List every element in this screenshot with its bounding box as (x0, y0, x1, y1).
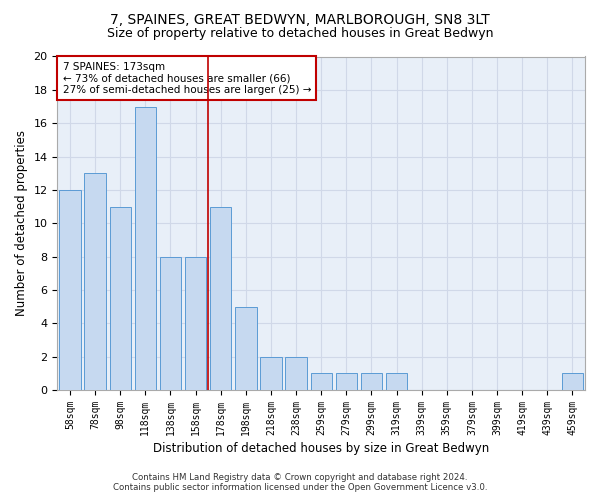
Y-axis label: Number of detached properties: Number of detached properties (15, 130, 28, 316)
Bar (311, 374, 332, 390)
Text: 7 SPAINES: 173sqm
← 73% of detached houses are smaller (66)
27% of semi-detached: 7 SPAINES: 173sqm ← 73% of detached hous… (62, 62, 311, 94)
Bar (386, 374, 407, 390)
Bar (335, 374, 357, 390)
Bar (185, 256, 206, 390)
Bar (160, 256, 181, 390)
Text: 7, SPAINES, GREAT BEDWYN, MARLBOROUGH, SN8 3LT: 7, SPAINES, GREAT BEDWYN, MARLBOROUGH, S… (110, 12, 490, 26)
Bar (134, 106, 156, 390)
Bar (85, 174, 106, 390)
Bar (286, 356, 307, 390)
Bar (59, 190, 80, 390)
Text: Contains HM Land Registry data © Crown copyright and database right 2024.
Contai: Contains HM Land Registry data © Crown c… (113, 473, 487, 492)
Bar (210, 206, 232, 390)
Bar (361, 374, 382, 390)
Bar (110, 206, 131, 390)
X-axis label: Distribution of detached houses by size in Great Bedwyn: Distribution of detached houses by size … (153, 442, 490, 455)
Bar (235, 306, 257, 390)
Bar (562, 374, 583, 390)
Bar (260, 356, 281, 390)
Text: Size of property relative to detached houses in Great Bedwyn: Size of property relative to detached ho… (107, 28, 493, 40)
